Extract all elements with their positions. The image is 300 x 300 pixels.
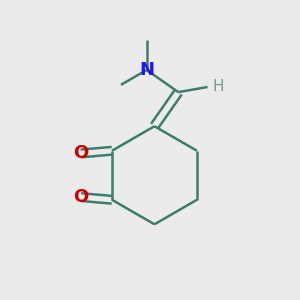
Text: O: O <box>73 188 88 206</box>
Text: O: O <box>73 145 88 163</box>
Text: H: H <box>212 80 224 94</box>
Text: N: N <box>139 61 154 79</box>
